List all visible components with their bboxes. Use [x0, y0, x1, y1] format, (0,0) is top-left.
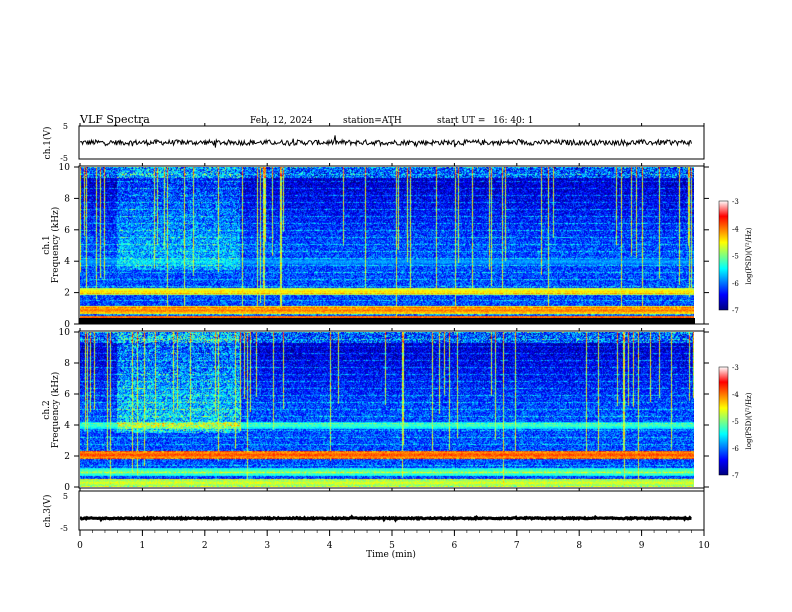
ch1-ytick-top: 5 [63, 122, 68, 131]
ch2-colorbar-frame [718, 366, 729, 476]
colorbar-tick-label: -4 [732, 391, 739, 399]
frequency-tick-label: 4 [64, 421, 70, 431]
colorbar-tick-label: -3 [732, 198, 739, 206]
ch3-frame [78, 490, 705, 531]
ch1-ylabel: ch.1(V) [42, 127, 53, 160]
colorbar-tick-label: -4 [732, 225, 739, 233]
ch2-spectrogram-ylabel-freq: Frequency (kHz) [50, 372, 61, 449]
ch2-spectrogram-yticks: 0 2 4 6 8 10 [59, 328, 709, 493]
ch1-ytick-bottom: -5 [60, 154, 68, 163]
ch2-spectrogram-ylabel-channel: ch.2 [42, 400, 52, 419]
frequency-tick-label: 0 [64, 483, 70, 493]
time-tick-label: 8 [576, 541, 582, 551]
ch1-colorbar-gradient [719, 201, 728, 310]
ch3-ytick-top: 5 [63, 492, 68, 501]
time-tick-label: 0 [77, 541, 83, 551]
time-axis-label: Time (min) [366, 549, 416, 560]
frequency-tick-label: 10 [59, 163, 71, 173]
time-axis: 0 1 2 3 4 5 6 7 8 9 10 [77, 123, 710, 551]
frequency-tick-label: 4 [64, 257, 70, 267]
ch1-colorbar: -3 -4 -5 -6 -7 log(PSD)(V²/Hz) [718, 198, 753, 315]
time-tick-label: 3 [264, 541, 270, 551]
frequency-tick-label: 2 [64, 452, 70, 462]
ch2-colorbar-label: log(PSD)(V²/Hz) [745, 392, 753, 449]
frequency-tick-label: 10 [59, 328, 71, 338]
ch1-spectrogram-yticks: 0 2 4 6 8 10 [59, 163, 709, 330]
colorbar-tick-label: -7 [732, 307, 739, 315]
time-tick-label: 7 [514, 541, 520, 551]
ch1-spectrogram-panel: 0 2 4 6 8 10 ch.1 Frequency (kHz) [42, 163, 709, 330]
time-tick-label: 5 [389, 541, 395, 551]
ch3-trace [79, 514, 692, 523]
frequency-tick-label: 0 [64, 320, 70, 330]
time-tick-label: 2 [202, 541, 208, 551]
colorbar-tick-label: -6 [732, 280, 739, 288]
station-label: station=ATH [343, 116, 402, 126]
ch1-trace [79, 135, 692, 148]
ch3-panel: 5 -5 ch.3(V) [42, 490, 705, 533]
time-tick-label: 9 [639, 541, 645, 551]
ch3-ylabel: ch.3(V) [42, 495, 53, 528]
ch1-colorbar-frame [718, 200, 729, 311]
figure-title: VLF Spectra [79, 113, 150, 126]
start-time-label: start UT = [437, 116, 485, 126]
ch3-ytick-bottom: -5 [60, 524, 68, 533]
frequency-tick-label: 6 [64, 226, 70, 236]
ch1-spectrogram-ylabel-channel: ch.1 [42, 235, 52, 254]
ch2-colorbar: -3 -4 -5 -6 -7 log(PSD)(V²/Hz) [718, 364, 753, 480]
start-time-value: 16: 40: 1 [493, 116, 533, 126]
ch1-colorbar-label: log(PSD)(V²/Hz) [745, 227, 753, 284]
colorbar-tick-label: -5 [732, 253, 739, 261]
ch1-spectrogram-ylabel-freq: Frequency (kHz) [50, 207, 61, 284]
frequency-tick-label: 8 [64, 194, 70, 204]
ch2-colorbar-gradient [719, 367, 728, 475]
ch1-spectrogram-image [80, 167, 694, 324]
time-tick-label: 1 [140, 541, 146, 551]
date-label: Feb. 12, 2024 [250, 116, 313, 126]
ch2-spectrogram-panel: 0 2 4 6 8 10 ch.2 Frequency (kHz) [42, 328, 709, 493]
ch2-colorbar-ticks: -3 -4 -5 -6 -7 [732, 364, 739, 480]
ch1-panel: 5 -5 ch.1(V) [42, 122, 705, 163]
colorbar-tick-label: -5 [732, 418, 739, 426]
ch2-spectrogram-image [80, 332, 694, 487]
frequency-tick-label: 2 [64, 289, 70, 299]
separator-bar [79, 318, 695, 324]
time-tick-label: 4 [327, 541, 333, 551]
colorbar-tick-label: -6 [732, 445, 739, 453]
time-tick-label: 10 [698, 541, 710, 551]
ch1-colorbar-ticks: -3 -4 -5 -6 -7 [732, 198, 739, 315]
frequency-tick-label: 6 [64, 390, 70, 400]
colorbar-tick-label: -3 [732, 364, 739, 372]
time-tick-label: 6 [452, 541, 458, 551]
frequency-tick-label: 8 [64, 359, 70, 369]
colorbar-tick-label: -7 [732, 472, 739, 480]
